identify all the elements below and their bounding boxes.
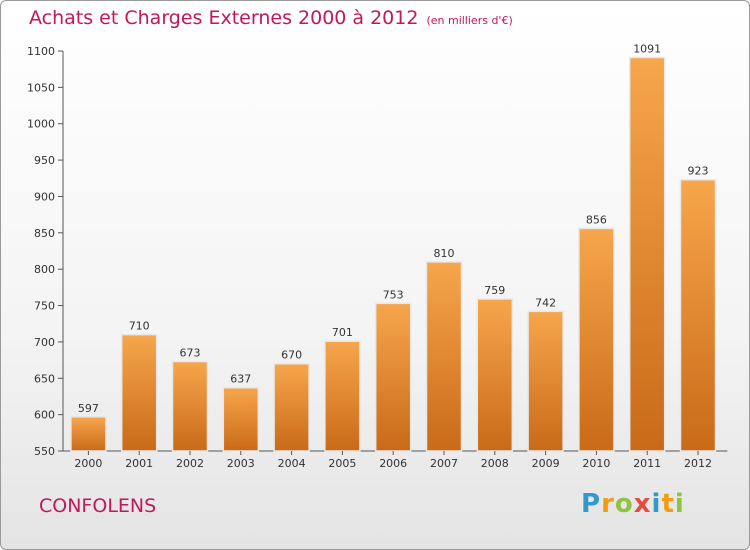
bar: [171, 360, 209, 452]
data-labels: 597 710 673 637 670 701 753 810 759 742 856 1091 923: [78, 43, 709, 415]
data-label: 597: [78, 402, 99, 415]
y-tick-label: 600: [34, 409, 55, 422]
bar: [578, 227, 615, 452]
x-tick-label: 2001: [125, 457, 153, 470]
y-tick-label: 900: [34, 190, 55, 203]
x-tick-label: 2009: [532, 457, 560, 470]
data-label: 923: [688, 165, 709, 178]
x-tick-label: 2003: [227, 457, 255, 470]
logo-letter: o: [614, 489, 634, 519]
data-label: 701: [332, 326, 353, 339]
x-tick-label: 2002: [176, 457, 204, 470]
bars: [70, 56, 717, 452]
bar: [222, 386, 260, 452]
x-tick-label: 2008: [481, 457, 509, 470]
data-label: 810: [434, 247, 455, 260]
y-tick-label: 850: [34, 227, 55, 240]
y-tick-label: 1000: [27, 118, 55, 131]
y-tick-label: 1050: [27, 81, 55, 94]
bar: [324, 340, 361, 452]
data-label: 753: [383, 288, 404, 301]
bar: [120, 333, 158, 452]
x-tick-label: 2012: [684, 457, 712, 470]
y-tick-label: 650: [34, 372, 55, 385]
y-axis: 550 600 650 700 750 800 850 900 950 1000 1050 1100: [27, 45, 728, 458]
bar: [70, 416, 107, 452]
bar: [476, 298, 514, 452]
bar: [527, 310, 564, 452]
chart-subtitle: (en milliers d'€): [426, 14, 513, 27]
data-label: 1091: [633, 43, 661, 56]
data-label: 637: [230, 373, 251, 386]
y-tick-label: 550: [34, 445, 55, 458]
bar: [425, 261, 463, 452]
bar: [273, 362, 310, 452]
chart-title: Achats et Charges Externes 2000 à 2012 (e…: [29, 7, 513, 29]
data-label: 673: [180, 347, 201, 360]
x-tick-label: 2000: [74, 457, 102, 470]
y-tick-label: 1100: [27, 45, 55, 58]
x-tick-label: 2010: [582, 457, 610, 470]
y-tick-label: 950: [34, 154, 55, 167]
logo-letter: i: [674, 489, 685, 519]
x-tick-label: 2004: [278, 457, 306, 470]
data-label: 856: [586, 213, 607, 226]
chart-title-text: Achats et Charges Externes 2000 à 2012: [29, 7, 419, 29]
x-tick-label: 2005: [328, 457, 356, 470]
x-axis-labels: 2000 2001 2002 2003 2004 2005 2006 2007 2008 2009…: [74, 451, 712, 470]
proxiti-logo: Proxiti: [581, 489, 685, 519]
y-tick-label: 800: [34, 263, 55, 276]
y-tick-label: 750: [34, 300, 55, 313]
logo-letter: i: [651, 489, 662, 519]
x-tick-label: 2011: [633, 457, 661, 470]
bar: [374, 302, 412, 452]
data-label: 710: [129, 320, 150, 333]
x-tick-label: 2006: [379, 457, 407, 470]
bar: [628, 56, 666, 452]
x-tick-label: 2007: [430, 457, 458, 470]
logo-letter: x: [633, 489, 652, 519]
logo-letter: P: [581, 489, 602, 519]
logo-letter: r: [601, 489, 615, 519]
data-label: 742: [535, 296, 556, 309]
bar: [679, 178, 717, 452]
commune-name: CONFOLENS: [39, 495, 157, 517]
data-label: 759: [484, 284, 505, 297]
logo-letter: t: [661, 489, 675, 519]
y-tick-label: 700: [34, 336, 55, 349]
data-label: 670: [281, 349, 302, 362]
